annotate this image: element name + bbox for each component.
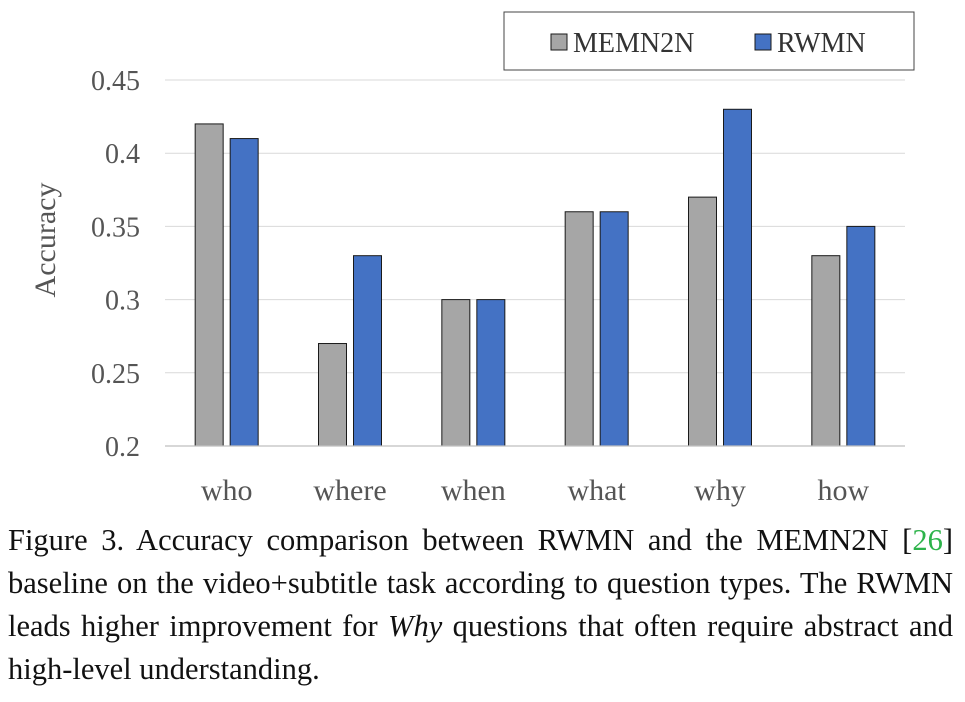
caption-suffix: questions that often require abstract an… [8,609,953,686]
y-axis-ticks: 0.2 0.25 0.3 0.35 0.4 0.45 [91,66,140,463]
x-axis-ticks: who where when what why how [201,474,870,507]
y-tick-label: 0.45 [91,66,140,97]
bar-rwmn-where [353,255,382,447]
bar-memn2n-when [441,299,471,447]
bar-rwmn-why [723,108,752,447]
gridlines [165,79,905,374]
bars [194,108,876,447]
x-tick-label: what [568,474,627,507]
legend-label-memn2n: MEMN2N [573,28,694,59]
x-tick-label: why [694,474,746,507]
bar-memn2n-how [811,255,841,447]
x-tick-label: when [441,474,506,507]
caption-reference-link[interactable]: 26 [912,523,943,557]
figure-caption: Figure 3. Accuracy comparison between RW… [8,519,953,691]
y-tick-label: 0.25 [91,359,140,390]
y-tick-label: 0.2 [105,432,140,463]
bar-memn2n-where [318,343,347,447]
legend: MEMN2N RWMN [503,11,915,71]
bar-memn2n-who [194,123,224,447]
caption-emphasis: Why [388,609,443,643]
bar-memn2n-why [688,196,717,447]
x-tick-label: where [313,474,386,507]
bar-rwmn-when [476,299,506,447]
y-axis-label: Accuracy [29,183,62,298]
legend-swatch-rwmn [754,33,772,51]
bar-memn2n-what [564,211,594,447]
y-tick-label: 0.4 [105,139,140,170]
y-tick-label: 0.35 [91,212,140,243]
caption-prefix: Figure 3. Accuracy comparison between RW… [8,523,913,557]
bar-rwmn-what [599,211,629,447]
caption-middle: ] baseline on the video+subtitle task ac… [8,523,953,643]
bar-rwmn-who [229,138,259,447]
legend-label-rwmn: RWMN [777,28,866,59]
x-tick-label: how [817,474,869,507]
bar-rwmn-how [846,225,876,447]
legend-box [503,11,915,71]
y-tick-label: 0.3 [105,286,140,317]
accuracy-bar-chart: 0.20.250.30.350.40.45 who where when what wh… [29,11,915,507]
x-tick-label: who [201,474,253,507]
legend-swatch-memn2n [550,33,568,51]
